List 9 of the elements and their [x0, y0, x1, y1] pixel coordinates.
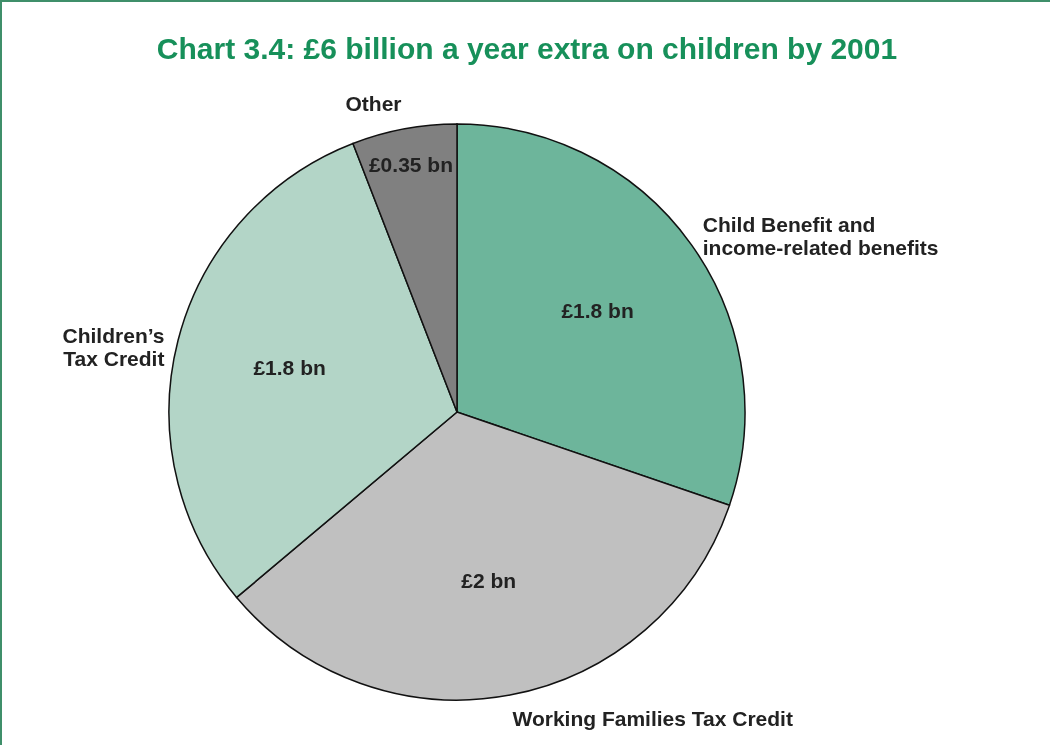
chart-title: Chart 3.4: £6 billion a year extra on children by 2001 [156, 32, 898, 65]
data-label: £1.8 bn [561, 298, 634, 322]
data-label: £1.8 bn [253, 356, 326, 380]
slice-label: Child Benefit and income-related benefits [702, 213, 939, 260]
slice-label: Other [345, 92, 402, 116]
data-label: £0.35 bn [368, 152, 453, 176]
slice-label: Working Families Tax Credit [512, 706, 793, 730]
data-label: £2 bn [461, 568, 517, 592]
slice-label: Children’s Tax Credit [62, 324, 165, 371]
